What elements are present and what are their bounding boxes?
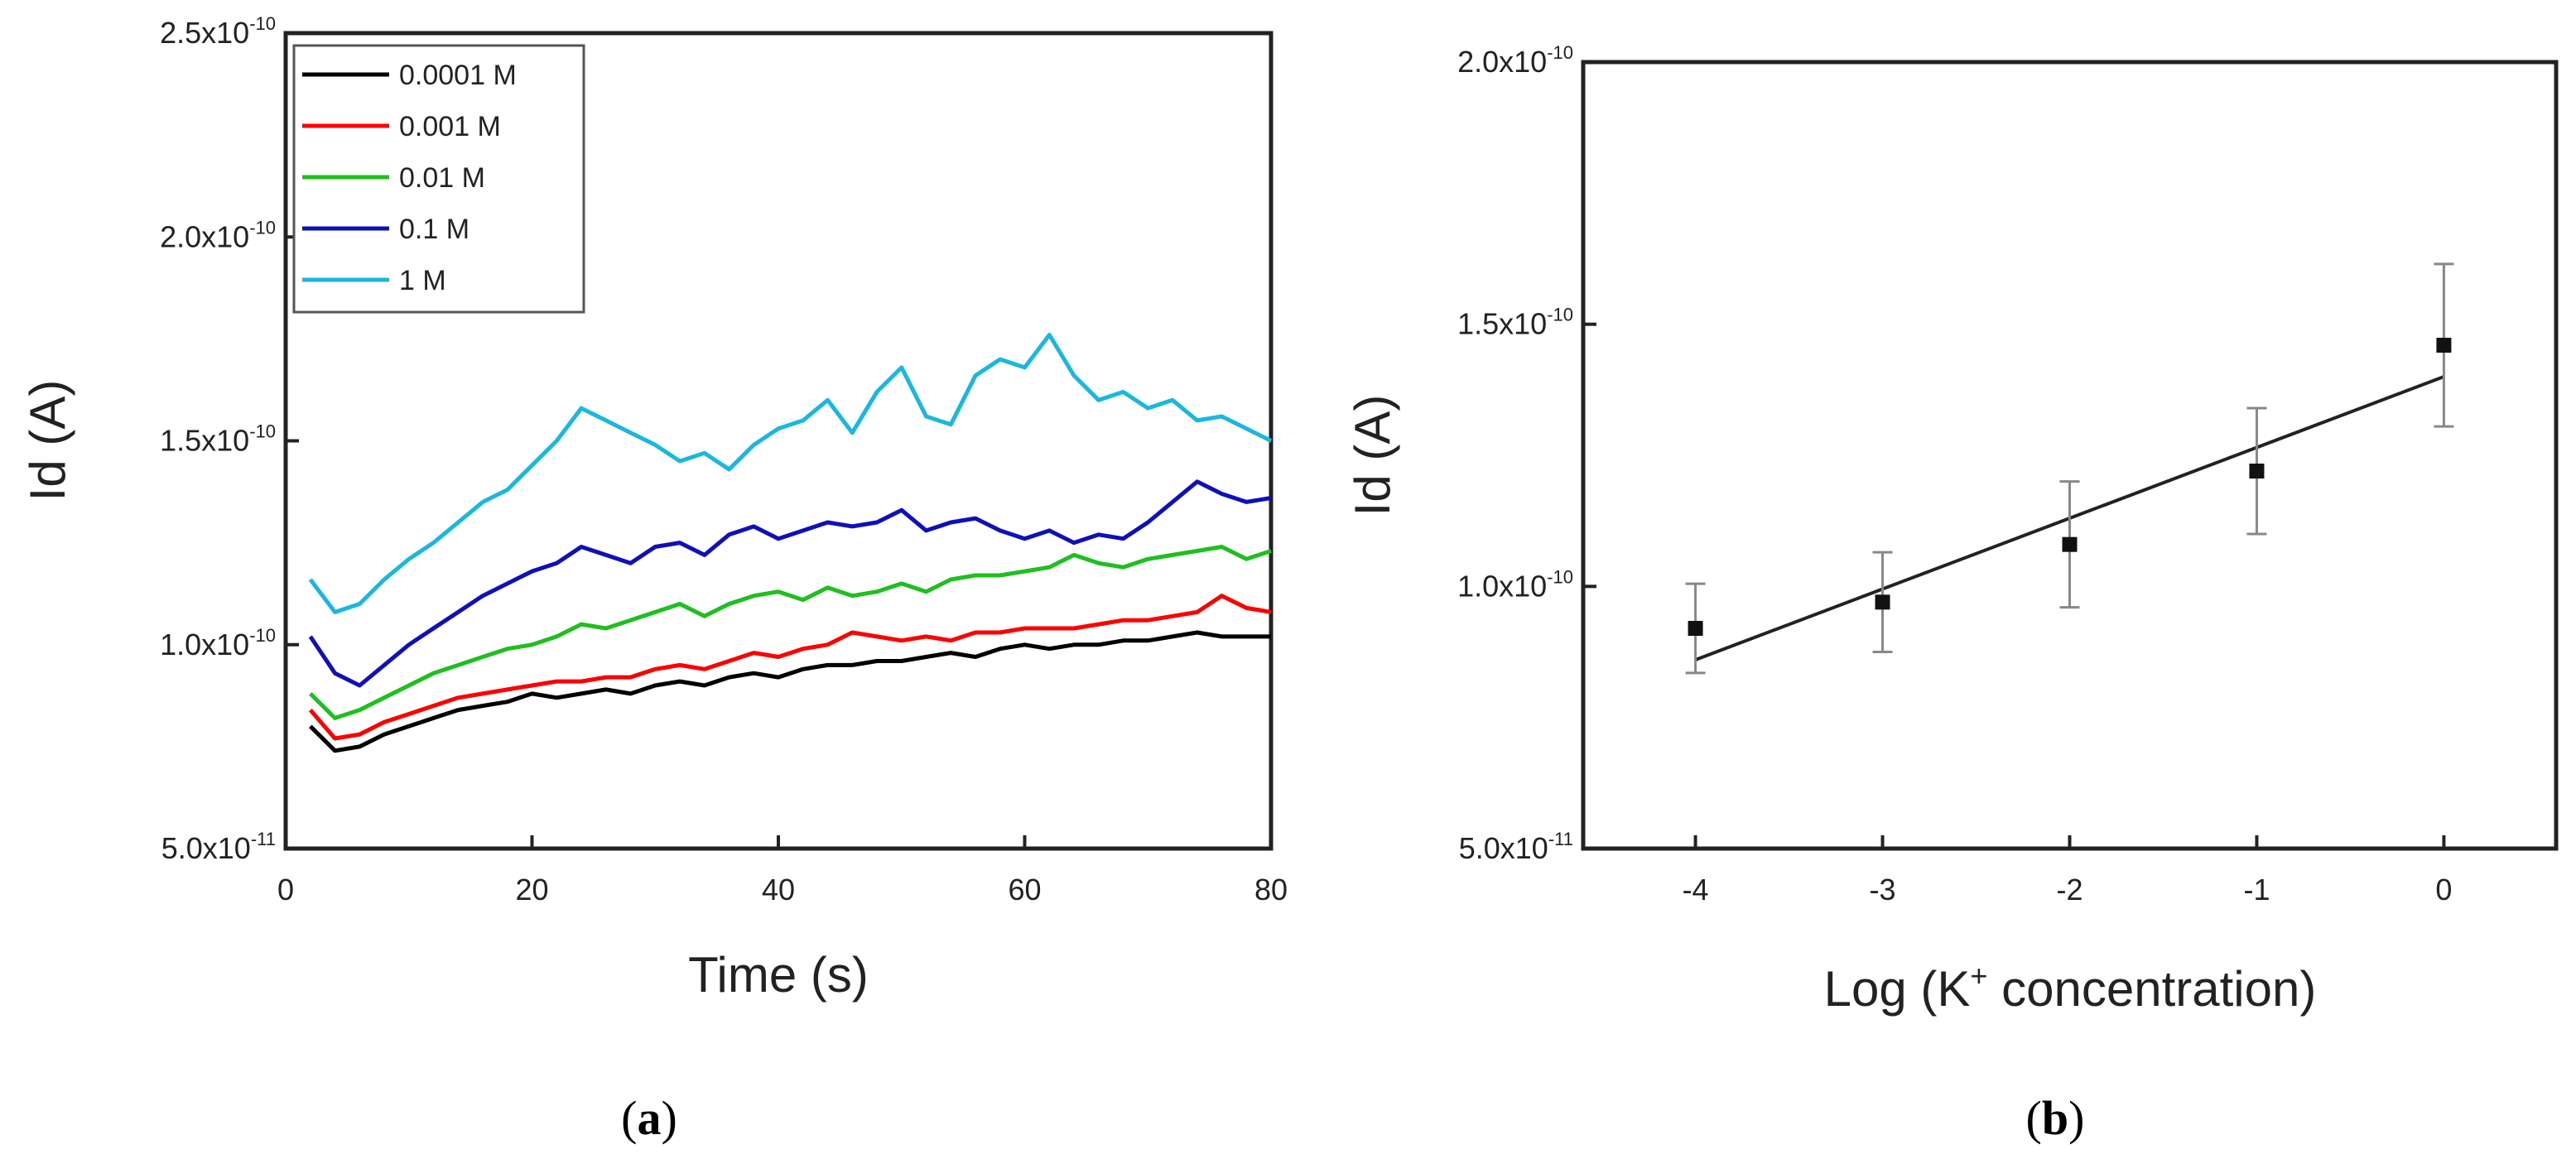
panel-b-points-group (1685, 262, 2454, 675)
panel-b-y-axis-title: Id (A) (1345, 395, 1400, 517)
panel-b-x-axis-title: Log (K+ concentration) (1824, 959, 2317, 1017)
y-tick-mantissa: 1.0x10 (1457, 569, 1547, 603)
y-tick-mantissa: 5.0x10 (161, 831, 251, 865)
y-tick-label-3: 2.0x10-10 (1457, 42, 1573, 79)
y-tick-exponent: -10 (1547, 305, 1573, 325)
y-tick-exponent: -10 (1547, 42, 1573, 63)
y-tick-exponent: -10 (249, 13, 276, 34)
panel-b-x-title-post: concentration) (1987, 961, 2316, 1017)
panel-a-y-tick-labels: 5.0x10-111.0x10-101.5x10-102.0x10-102.5x… (160, 13, 276, 865)
legend-label-1m: 1 M (399, 265, 446, 296)
panel-a-series-group (308, 333, 1273, 753)
x-tick-label-1: -3 (1870, 873, 1896, 907)
panel-a-y-axis-title: Id (A) (20, 380, 75, 502)
x-tick-label-3: -1 (2243, 873, 2270, 907)
series-line-0-001-m (308, 594, 1272, 741)
data-point-1 (1872, 551, 1893, 653)
y-tick-exponent: -10 (249, 421, 276, 442)
y-tick-exponent: -10 (1547, 566, 1573, 587)
point-marker (2062, 536, 2078, 552)
panel-a-label: (a) (621, 1091, 677, 1145)
panel-b-x-title-pre: Log (K (1824, 961, 1971, 1017)
point-marker (2249, 464, 2265, 479)
point-marker (1875, 594, 1890, 610)
panel-b-x-title-sup: + (1970, 959, 1987, 993)
legend-label-0-001m: 0.001 M (399, 111, 501, 142)
panel-a-line-chart: 5.0x10-111.0x10-101.5x10-102.0x10-102.5x… (20, 13, 1288, 1145)
data-point-0 (1685, 582, 1706, 675)
y-tick-label-0: 5.0x10-11 (1459, 829, 1573, 865)
panel-b-y-tick-labels: 5.0x10-111.0x10-101.5x10-102.0x10-10 (1457, 42, 1573, 865)
x-tick-label-2: -2 (2056, 873, 2082, 907)
y-tick-mantissa: 2.0x10 (160, 219, 249, 253)
y-tick-exponent: -11 (1548, 829, 1573, 849)
y-tick-label-0: 5.0x10-11 (161, 829, 276, 865)
y-tick-exponent: -10 (249, 217, 276, 238)
panel-a-legend: 0.0001 M 0.001 M 0.01 M 0.1 M 1 M (292, 44, 585, 314)
panel-b-letter: b (2042, 1091, 2068, 1145)
panel-a-x-tick-labels: 0 20 40 60 80 (277, 873, 1288, 907)
y-tick-label-2: 1.5x10-10 (160, 421, 276, 458)
series-line-0-0001-m (309, 630, 1271, 753)
legend-label-0-0001m: 0.0001 M (399, 60, 517, 91)
data-point-4 (2434, 262, 2454, 428)
y-tick-label-3: 2.0x10-10 (160, 217, 276, 253)
x-tick-label-0: -4 (1683, 873, 1709, 907)
x-tick-label-3: 60 (1008, 873, 1041, 907)
y-tick-mantissa: 1.0x10 (160, 628, 249, 661)
y-tick-exponent: -10 (249, 625, 276, 646)
x-tick-label-4: 80 (1254, 873, 1288, 907)
x-tick-label-1: 20 (515, 873, 548, 907)
y-tick-mantissa: 1.5x10 (1457, 307, 1547, 341)
panel-b-plot-frame (1581, 60, 2559, 851)
y-tick-mantissa: 1.5x10 (160, 424, 249, 458)
data-point-2 (2059, 480, 2080, 609)
y-tick-label-2: 1.5x10-10 (1457, 305, 1573, 341)
panel-b-label: (b) (2026, 1091, 2085, 1145)
point-marker (2436, 338, 2452, 353)
y-tick-mantissa: 2.0x10 (1457, 45, 1547, 79)
panel-a-x-axis-title: Time (s) (688, 947, 869, 1003)
x-tick-label-4: 0 (2435, 873, 2452, 907)
panel-b-scatter-chart: 5.0x10-111.0x10-101.5x10-102.0x10-10 -4-… (1345, 42, 2559, 1145)
x-tick-label-0: 0 (277, 873, 294, 907)
y-tick-mantissa: 2.5x10 (160, 16, 249, 50)
data-point-3 (2246, 406, 2267, 536)
point-marker (1688, 621, 1703, 636)
legend-label-0-1m: 0.1 M (399, 214, 469, 245)
x-tick-label-2: 40 (762, 873, 795, 907)
legend-label-0-01m: 0.01 M (399, 162, 485, 194)
panel-b-ticks (1583, 60, 2446, 850)
panel-a-letter: a (638, 1091, 662, 1145)
y-tick-exponent: -11 (251, 829, 276, 849)
y-tick-label-1: 1.0x10-10 (160, 625, 276, 661)
y-tick-mantissa: 5.0x10 (1459, 831, 1548, 865)
y-tick-label-1: 1.0x10-10 (1457, 566, 1573, 603)
series-line-0-01-m (309, 545, 1272, 720)
series-line-0-1-m (308, 479, 1272, 688)
y-tick-label-4: 2.5x10-10 (160, 13, 276, 50)
series-line-1-m (308, 333, 1273, 614)
panel-b-x-tick-labels: -4 -3 -2 -1 0 (1683, 873, 2453, 907)
